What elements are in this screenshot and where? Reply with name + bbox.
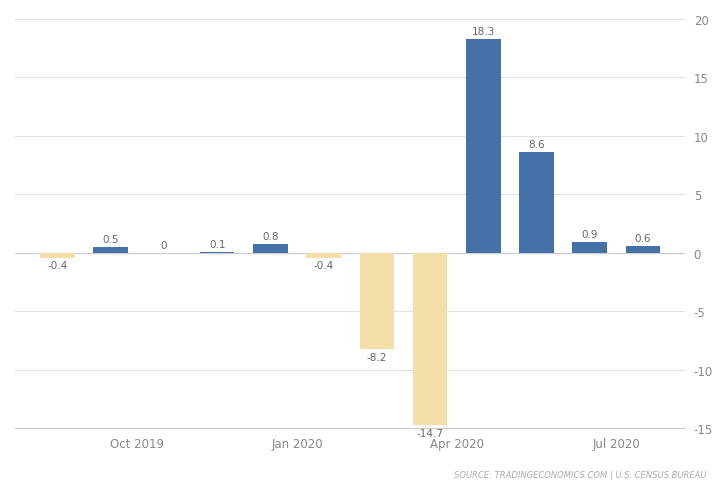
Text: 0.8: 0.8 xyxy=(262,231,279,241)
Text: 0.9: 0.9 xyxy=(582,230,598,240)
Text: 8.6: 8.6 xyxy=(528,140,545,150)
Bar xyxy=(253,244,288,253)
Bar xyxy=(466,40,501,253)
Text: -14.7: -14.7 xyxy=(416,428,443,438)
Bar xyxy=(93,247,128,253)
Text: 0.5: 0.5 xyxy=(103,235,119,244)
Text: -8.2: -8.2 xyxy=(367,352,387,362)
Text: 0.1: 0.1 xyxy=(209,239,226,249)
Text: 0: 0 xyxy=(161,241,167,250)
Bar xyxy=(306,253,341,258)
Text: 0.6: 0.6 xyxy=(635,233,651,243)
Bar xyxy=(40,253,75,258)
Bar xyxy=(200,252,234,253)
Text: SOURCE: TRADINGECONOMICS.COM | U.S. CENSUS BUREAU: SOURCE: TRADINGECONOMICS.COM | U.S. CENS… xyxy=(454,470,706,479)
Text: -0.4: -0.4 xyxy=(314,261,333,271)
Text: 18.3: 18.3 xyxy=(472,27,495,37)
Bar xyxy=(413,253,447,425)
Text: -0.4: -0.4 xyxy=(47,261,68,271)
Bar xyxy=(519,153,554,253)
Bar xyxy=(625,246,660,253)
Bar xyxy=(572,243,607,253)
Bar xyxy=(360,253,394,349)
